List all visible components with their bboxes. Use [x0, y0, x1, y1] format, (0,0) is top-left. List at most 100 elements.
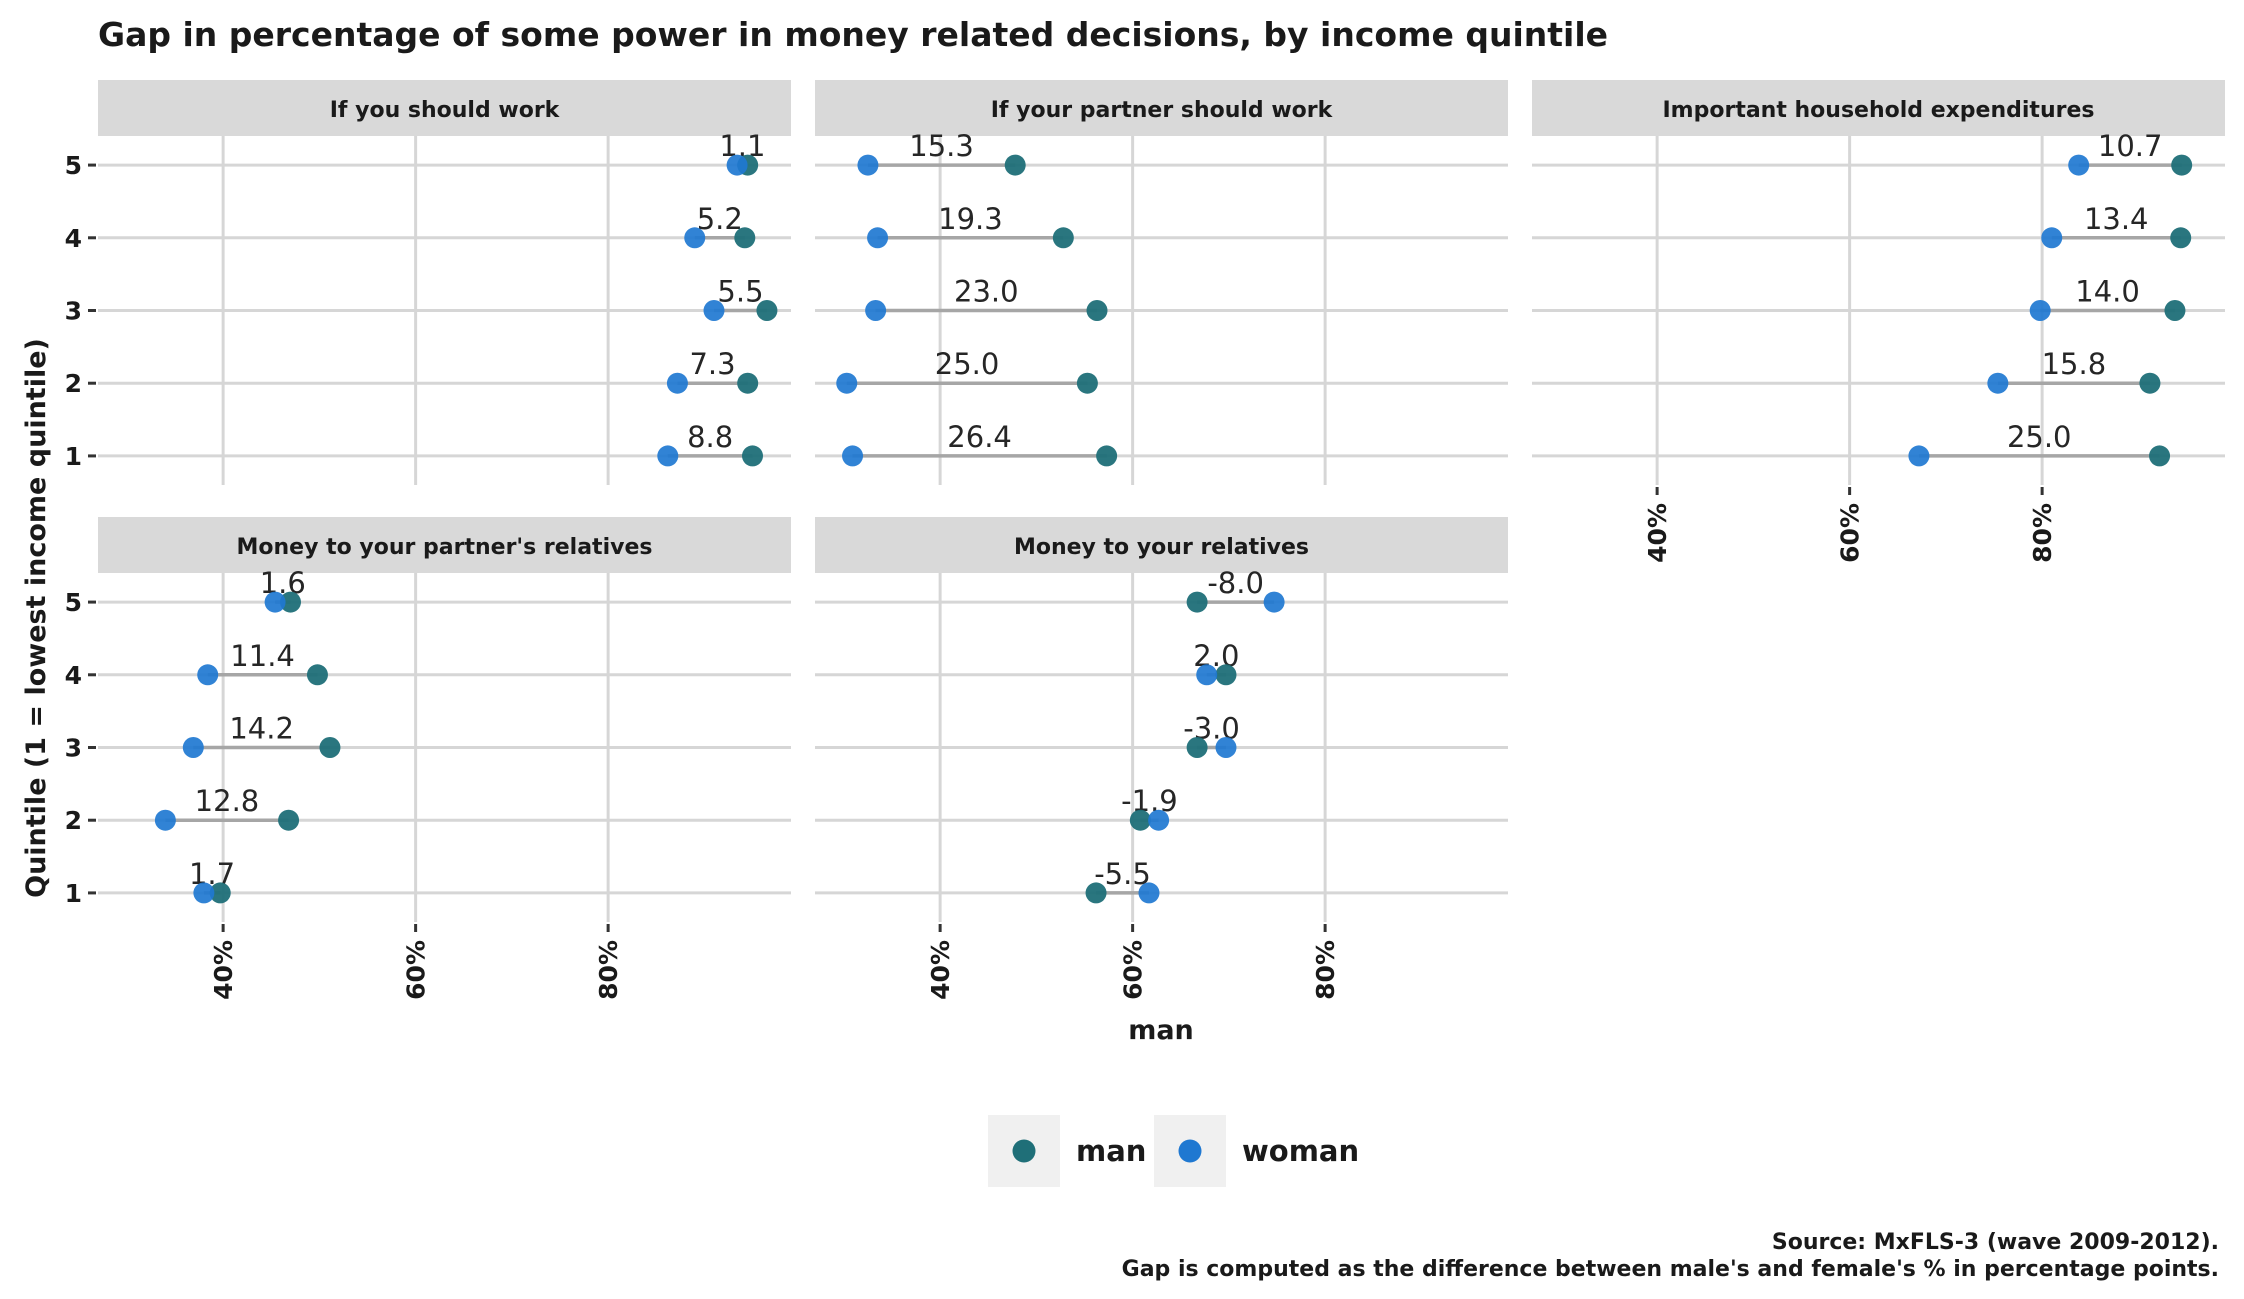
y-tick-label: 2 — [65, 806, 82, 835]
y-tick-label: 5 — [65, 151, 82, 180]
x-axis-title: man — [1128, 1015, 1194, 1046]
man-point — [1085, 882, 1107, 904]
legend-woman-label: woman — [1242, 1134, 1359, 1168]
legend: man woman — [988, 1115, 1359, 1187]
gap-label: 10.7 — [2098, 129, 2163, 163]
man-point — [2139, 372, 2161, 394]
facet-strip — [98, 517, 791, 573]
y-tick-label: 2 — [65, 369, 82, 398]
x-tick-label: 80% — [2028, 503, 2057, 563]
woman-point — [1215, 737, 1237, 758]
woman-point — [1148, 809, 1170, 831]
gap-label: 14.2 — [229, 712, 294, 746]
facet-strip-label: Money to your partner's relatives — [237, 535, 653, 560]
woman-point — [1196, 664, 1218, 686]
gap-label: 11.4 — [230, 639, 295, 673]
x-tick-label: 40% — [209, 940, 238, 1000]
man-point — [1004, 154, 1026, 176]
man-point — [1052, 227, 1074, 249]
x-tick-label: 40% — [926, 940, 955, 1000]
x-tick-label: 60% — [402, 940, 431, 1000]
man-point — [209, 882, 231, 904]
y-tick-label: 1 — [65, 442, 82, 471]
facet-strip-label: If you should work — [330, 98, 561, 123]
gap-label: 14.0 — [2075, 275, 2140, 309]
gap-label: 15.8 — [2042, 347, 2107, 381]
legend-man-label: man — [1076, 1134, 1146, 1168]
facet-strip-label: If your partner should work — [991, 98, 1334, 123]
man-point — [278, 809, 300, 831]
y-tick-label: 3 — [65, 297, 82, 326]
gap-label: 23.0 — [954, 275, 1019, 309]
man-point — [1186, 591, 1208, 613]
facet-panel: If your partner should work 15.3 19.3 23.0 2… — [815, 80, 1508, 485]
y-axis-title: Quintile (1 = lowest income quintile) — [21, 338, 52, 898]
man-point — [319, 737, 341, 758]
y-tick-label: 4 — [65, 661, 82, 690]
woman-point — [684, 227, 706, 249]
facet-panels: If you should work123451.15.25.57.38.8If… — [65, 80, 2225, 1000]
man-point — [2170, 227, 2192, 249]
y-tick-label: 5 — [65, 588, 82, 617]
man-point — [1129, 809, 1151, 831]
man-point — [1076, 372, 1098, 394]
man-point — [756, 300, 778, 321]
gap-label: -5.5 — [1094, 857, 1151, 891]
woman-point — [703, 300, 725, 321]
gap-label: -8.0 — [1207, 566, 1264, 600]
woman-point — [193, 882, 215, 904]
gap-label: 5.2 — [697, 202, 743, 236]
gap-label: 1.6 — [260, 566, 306, 600]
gap-label: 5.5 — [717, 275, 763, 309]
woman-point — [857, 154, 879, 176]
chart-title: Gap in percentage of some power in money… — [98, 15, 1608, 54]
man-point — [306, 664, 328, 686]
woman-point — [842, 445, 864, 467]
man-point — [2164, 300, 2186, 321]
facet-strip — [815, 80, 1508, 136]
woman-point — [865, 300, 887, 321]
facet-panel: Important household expenditures 40% 60% 80… — [1532, 80, 2225, 563]
man-point — [2171, 154, 2193, 176]
facet-panel: Money to your partner's relatives 1 2 3 4 5 40… — [65, 517, 791, 1000]
man-point — [742, 445, 763, 467]
woman-point — [197, 664, 219, 686]
woman-point — [1908, 445, 1930, 467]
x-tick-label: 80% — [594, 940, 623, 1000]
gap-label: 26.4 — [947, 420, 1012, 454]
x-tick-label: 60% — [1119, 940, 1148, 1000]
woman-point — [867, 227, 889, 249]
woman-point — [666, 372, 688, 394]
man-point — [1215, 664, 1237, 686]
facet-strip — [815, 517, 1508, 573]
woman-point — [1987, 372, 2009, 394]
man-point — [2149, 445, 2171, 467]
man-point — [734, 227, 756, 249]
woman-point — [2041, 227, 2063, 249]
gap-label: 12.8 — [195, 784, 260, 818]
gap-label: 25.0 — [2007, 420, 2072, 454]
gap-label: 15.3 — [909, 129, 974, 163]
man-point — [1186, 737, 1208, 758]
woman-point — [264, 591, 286, 613]
gap-label: 8.8 — [687, 420, 733, 454]
caption-gap-note: Gap is computed as the difference betwee… — [1122, 1257, 2219, 1282]
y-tick-label: 4 — [65, 224, 82, 253]
man-point — [1096, 445, 1118, 467]
woman-point — [182, 737, 204, 758]
x-tick-label: 80% — [1311, 940, 1340, 1000]
woman-point — [154, 809, 176, 831]
facet-strip-label: Important household expenditures — [1663, 98, 2095, 123]
woman-point — [2029, 300, 2051, 321]
y-tick-label: 1 — [65, 879, 82, 908]
legend-woman-swatch — [1178, 1139, 1202, 1163]
woman-point — [836, 372, 858, 394]
facet-strip — [1532, 80, 2225, 136]
man-point — [1086, 300, 1108, 321]
woman-point — [1263, 591, 1285, 613]
gap-label: 19.3 — [938, 202, 1003, 236]
legend-man-swatch — [1012, 1139, 1036, 1163]
